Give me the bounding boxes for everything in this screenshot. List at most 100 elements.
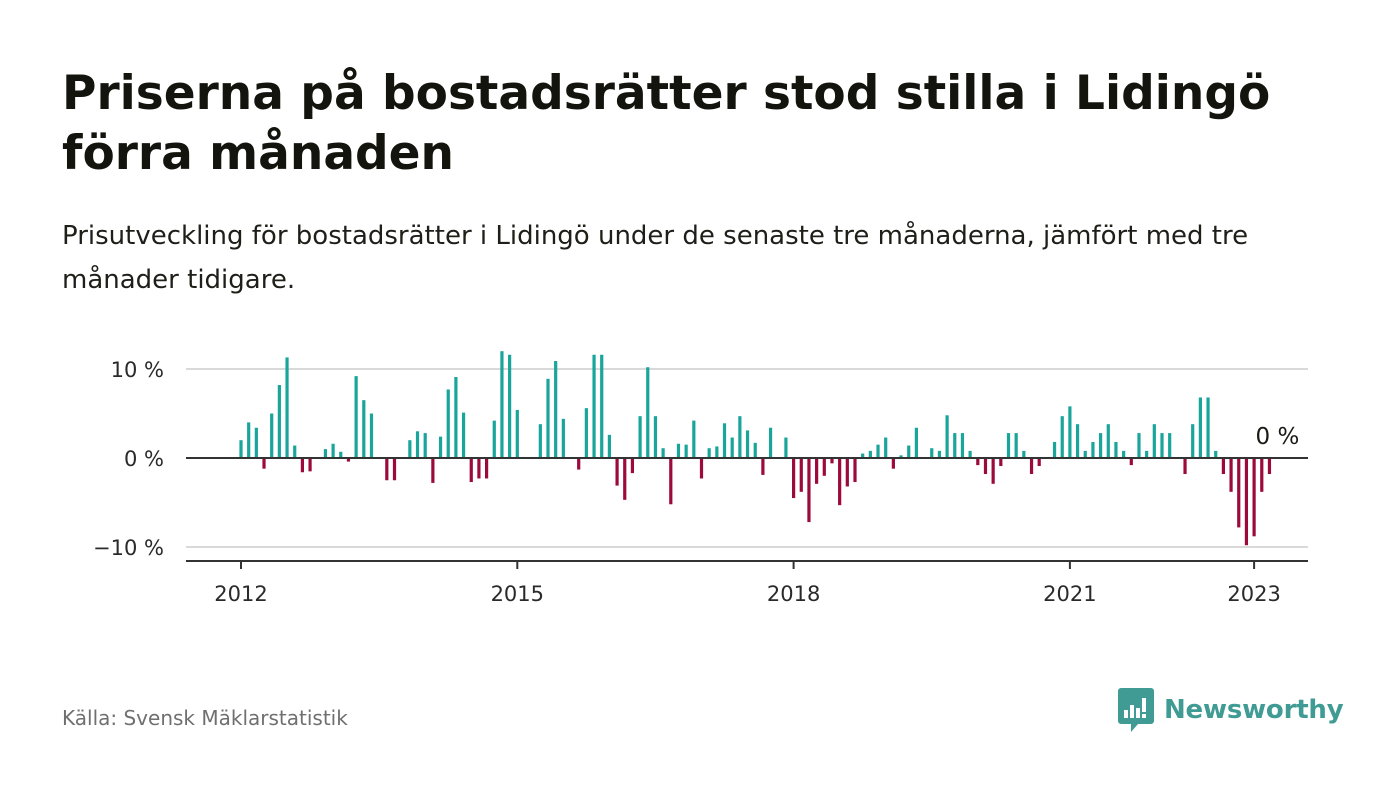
bar (1091, 441, 1095, 458)
bar (991, 458, 995, 484)
bar (1114, 441, 1118, 458)
bar (983, 458, 988, 475)
bar (1221, 458, 1225, 475)
bar (423, 433, 427, 458)
bar (730, 437, 734, 458)
bar (792, 458, 796, 499)
bar (838, 458, 842, 506)
bar (830, 458, 834, 464)
bar (469, 458, 473, 483)
bar (285, 357, 289, 458)
bar (953, 433, 957, 458)
x-tick-label: 2023 (1227, 582, 1280, 606)
bar (1068, 406, 1072, 458)
bar (1052, 441, 1057, 458)
bar (1191, 424, 1195, 458)
bar (1152, 424, 1156, 458)
bar (485, 458, 489, 479)
bar (1260, 458, 1264, 492)
bar (1229, 458, 1233, 492)
bar (692, 420, 696, 458)
bar (738, 416, 742, 458)
bar (508, 354, 512, 458)
bar (331, 443, 335, 458)
bar (247, 422, 251, 458)
bar (1083, 450, 1087, 458)
bar (722, 423, 727, 458)
bar (446, 389, 450, 458)
bar (699, 458, 704, 479)
bar (784, 437, 788, 458)
y-tick-label: 10 % (111, 358, 164, 382)
bar (461, 412, 466, 458)
bar (239, 440, 243, 458)
newsworthy-logo-icon (1118, 688, 1154, 732)
bar (1267, 458, 1272, 475)
bar (861, 453, 865, 458)
bar (369, 413, 374, 458)
bar (745, 430, 750, 458)
bar (1006, 433, 1011, 458)
bar (976, 458, 980, 466)
bar (592, 354, 596, 458)
annotation-label: 0 % (1256, 424, 1300, 450)
x-tick-label: 2012 (214, 582, 267, 606)
bar (753, 442, 757, 458)
bar (477, 458, 481, 479)
bar (768, 427, 773, 458)
chart-subtitle: Prisutveckling för bostadsrätter i Lidin… (62, 221, 1249, 295)
bar (1214, 450, 1218, 458)
bar (546, 378, 550, 458)
bar (392, 458, 397, 481)
bar (845, 458, 849, 487)
bar (1075, 424, 1080, 458)
bar (500, 351, 504, 458)
bar (339, 451, 343, 458)
bar (277, 385, 281, 458)
bar (300, 458, 304, 473)
bar (1137, 433, 1141, 458)
bar (1014, 433, 1018, 458)
bar (1106, 424, 1110, 458)
bar (492, 420, 496, 458)
bar (661, 448, 665, 458)
bar (676, 443, 681, 458)
y-tick-label: 0 % (124, 447, 164, 471)
bar (1198, 397, 1202, 458)
bar (684, 444, 688, 458)
bar (884, 437, 888, 458)
bar (415, 431, 420, 458)
bar (438, 436, 443, 458)
bar (1183, 458, 1187, 475)
chart-title: Priserna på bostadsrätter stod stilla i … (62, 66, 1271, 181)
bar (715, 446, 719, 458)
bar (638, 416, 642, 458)
bar (646, 367, 650, 458)
bar (891, 458, 895, 469)
bar (270, 413, 274, 458)
bar (454, 377, 458, 458)
bar (293, 445, 297, 458)
bar (761, 458, 765, 475)
bar (1160, 433, 1164, 458)
bar (254, 427, 258, 458)
bar (431, 458, 435, 483)
bar (362, 400, 366, 458)
bar (1145, 450, 1149, 458)
bar-chart: −10 % 0 % 10 % 2012 2015 2018 2021 2023 0 % (93, 351, 1308, 606)
bar (914, 427, 918, 458)
bar (385, 458, 389, 481)
x-tick-label: 2021 (1043, 582, 1096, 606)
bar (1122, 450, 1126, 458)
bar (799, 458, 803, 492)
bar (308, 458, 312, 472)
source-note: Källa: Svensk Mäklarstatistik (62, 706, 348, 730)
bar (584, 408, 588, 458)
bar (607, 434, 611, 458)
bar (853, 458, 857, 483)
bar (577, 458, 581, 470)
brand-logo[interactable]: Newsworthy (1118, 688, 1344, 732)
brand-name: Newsworthy (1164, 695, 1344, 725)
bar (907, 445, 911, 458)
bar (707, 448, 711, 458)
